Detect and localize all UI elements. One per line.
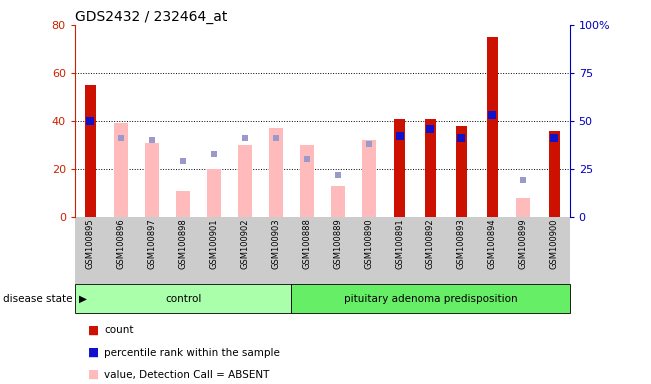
Bar: [331, 186, 344, 217]
Text: disease state  ▶: disease state ▶: [3, 293, 87, 304]
Bar: [207, 169, 221, 217]
Text: ■: ■: [88, 346, 99, 359]
Bar: [362, 140, 376, 217]
Bar: [394, 119, 405, 217]
Text: control: control: [165, 293, 201, 304]
Bar: [85, 85, 96, 217]
Text: ■: ■: [88, 368, 99, 381]
Bar: [145, 142, 159, 217]
Text: value, Detection Call = ABSENT: value, Detection Call = ABSENT: [104, 370, 270, 380]
Bar: [300, 145, 314, 217]
Bar: [176, 190, 190, 217]
Bar: [549, 131, 560, 217]
Bar: [425, 119, 436, 217]
Bar: [269, 128, 283, 217]
Text: percentile rank within the sample: percentile rank within the sample: [104, 348, 280, 358]
Text: count: count: [104, 325, 133, 335]
Text: ■: ■: [88, 324, 99, 337]
Text: GDS2432 / 232464_at: GDS2432 / 232464_at: [75, 10, 227, 24]
Bar: [456, 126, 467, 217]
Text: pituitary adenoma predisposition: pituitary adenoma predisposition: [344, 293, 518, 304]
Bar: [487, 37, 498, 217]
Bar: [238, 145, 252, 217]
Bar: [115, 123, 128, 217]
Bar: [516, 198, 530, 217]
